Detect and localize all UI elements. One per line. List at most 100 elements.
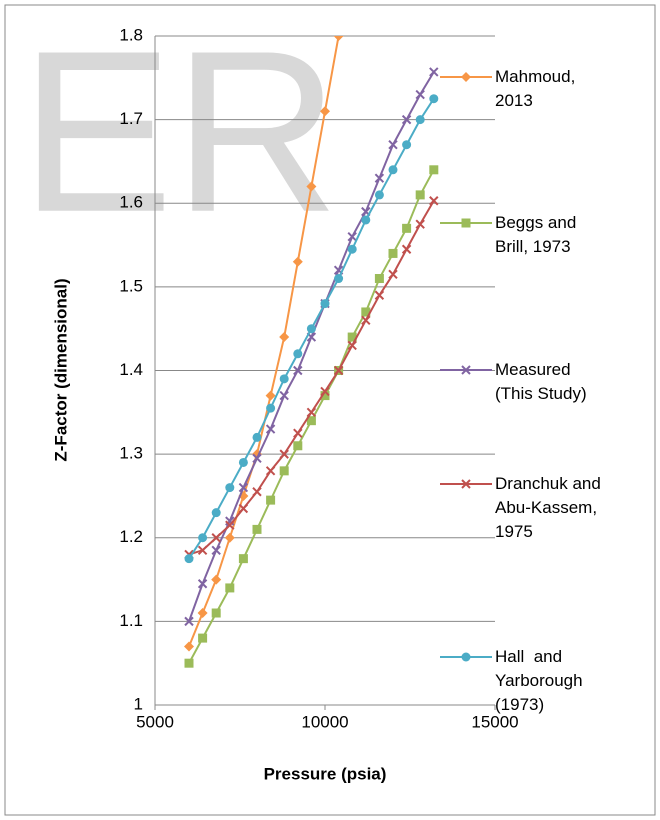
marker bbox=[211, 608, 221, 618]
marker bbox=[333, 36, 344, 41]
marker bbox=[292, 256, 303, 267]
x-tick-label: 15000 bbox=[471, 712, 518, 731]
y-tick-label: 1 bbox=[134, 694, 143, 713]
legend-label: Beggs and Brill, 1973 bbox=[495, 213, 582, 256]
marker bbox=[238, 482, 249, 493]
x-axis-title: Pressure (psia) bbox=[264, 764, 387, 783]
marker bbox=[197, 608, 208, 619]
marker bbox=[461, 652, 471, 662]
marker bbox=[279, 466, 289, 476]
y-tick-label: 1.6 bbox=[119, 193, 143, 212]
marker bbox=[293, 441, 303, 451]
marker bbox=[361, 215, 371, 225]
marker bbox=[211, 533, 221, 543]
marker bbox=[361, 307, 371, 317]
marker bbox=[265, 390, 276, 401]
marker bbox=[461, 365, 471, 375]
marker bbox=[224, 532, 235, 543]
y-tick-label: 1.8 bbox=[119, 25, 143, 44]
marker bbox=[429, 196, 439, 206]
marker bbox=[461, 218, 471, 228]
marker bbox=[238, 554, 248, 564]
marker bbox=[225, 583, 235, 593]
marker bbox=[401, 114, 412, 125]
marker bbox=[461, 479, 471, 489]
marker bbox=[184, 641, 194, 652]
y-tick-label: 1.5 bbox=[119, 276, 143, 295]
marker bbox=[320, 386, 330, 397]
marker bbox=[211, 545, 221, 556]
marker bbox=[266, 495, 276, 505]
marker bbox=[238, 503, 249, 514]
marker bbox=[388, 248, 398, 258]
marker bbox=[429, 94, 439, 104]
marker bbox=[184, 554, 194, 564]
marker bbox=[184, 658, 194, 668]
marker bbox=[265, 424, 276, 434]
marker bbox=[184, 616, 194, 627]
x-tick-label: 5000 bbox=[136, 712, 174, 731]
y-tick-label: 1.7 bbox=[119, 109, 143, 128]
marker bbox=[388, 140, 398, 150]
y-tick-label: 1.4 bbox=[119, 360, 143, 379]
marker bbox=[279, 332, 290, 343]
legend-label: Measured (This Study) bbox=[495, 360, 587, 403]
legend-label: Hall and Yarborough (1973) bbox=[495, 647, 588, 714]
marker bbox=[320, 391, 330, 401]
marker bbox=[347, 231, 357, 242]
marker bbox=[415, 89, 425, 100]
marker bbox=[252, 524, 262, 534]
y-tick-label: 1.3 bbox=[119, 444, 143, 463]
marker bbox=[306, 181, 317, 192]
marker bbox=[197, 579, 208, 589]
marker bbox=[333, 365, 344, 376]
marker bbox=[252, 432, 262, 442]
marker bbox=[374, 173, 385, 183]
marker bbox=[415, 190, 425, 200]
marker bbox=[429, 165, 439, 175]
marker bbox=[415, 115, 425, 125]
marker bbox=[265, 466, 276, 476]
marker bbox=[198, 533, 208, 543]
marker bbox=[279, 449, 289, 459]
marker bbox=[293, 428, 303, 438]
marker bbox=[374, 274, 384, 284]
marker bbox=[198, 633, 208, 643]
legend-label: Dranchuk and Abu-Kassem, 1975 bbox=[495, 474, 605, 541]
marker bbox=[293, 365, 303, 376]
marker bbox=[320, 106, 330, 117]
marker bbox=[415, 219, 425, 229]
frame bbox=[4, 4, 656, 816]
marker bbox=[197, 545, 208, 556]
marker bbox=[211, 508, 221, 518]
marker bbox=[402, 140, 412, 150]
marker bbox=[266, 403, 276, 413]
marker bbox=[225, 483, 235, 493]
marker bbox=[252, 487, 262, 497]
marker bbox=[225, 520, 235, 530]
marker bbox=[347, 332, 357, 342]
marker bbox=[293, 349, 303, 359]
marker bbox=[388, 269, 398, 280]
marker bbox=[347, 340, 357, 351]
marker bbox=[279, 374, 289, 384]
marker bbox=[361, 315, 371, 326]
watermark: ER bbox=[20, 3, 340, 260]
marker bbox=[401, 244, 412, 254]
marker bbox=[429, 67, 439, 77]
marker bbox=[461, 72, 471, 82]
marker bbox=[238, 457, 248, 467]
legend-label: Mahmoud, 2013 bbox=[495, 67, 581, 110]
plot-area bbox=[184, 36, 439, 668]
marker bbox=[252, 453, 262, 464]
marker bbox=[334, 274, 344, 284]
marker bbox=[306, 407, 317, 418]
marker bbox=[374, 190, 384, 200]
marker bbox=[374, 290, 385, 300]
marker bbox=[388, 165, 398, 175]
marker bbox=[306, 416, 316, 426]
marker bbox=[402, 223, 412, 233]
y-tick-label: 1.1 bbox=[119, 611, 143, 630]
marker bbox=[320, 299, 330, 309]
